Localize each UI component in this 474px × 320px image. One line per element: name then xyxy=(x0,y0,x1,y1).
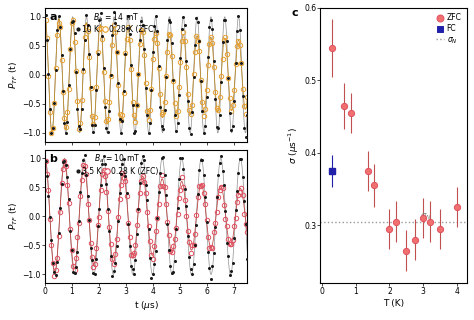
Text: b: b xyxy=(49,154,57,164)
Legend: 10 K, 0.28 K (ZFC): 10 K, 0.28 K (ZFC) xyxy=(75,11,157,35)
X-axis label: t ($\mu$s): t ($\mu$s) xyxy=(134,299,159,312)
Y-axis label: $\sigma$ ($\mu$s$^{-1}$): $\sigma$ ($\mu$s$^{-1}$) xyxy=(287,127,301,164)
Legend: 3.5 K, 0.28 K (ZFC): 3.5 K, 0.28 K (ZFC) xyxy=(75,152,160,176)
Y-axis label: $P_{TF}$ (t): $P_{TF}$ (t) xyxy=(7,61,19,89)
Legend: ZFC, FC, $\sigma_N$: ZFC, FC, $\sigma_N$ xyxy=(435,12,463,47)
Text: a: a xyxy=(49,12,56,22)
Text: $\sigma_N$: $\sigma_N$ xyxy=(420,211,431,222)
X-axis label: T (K): T (K) xyxy=(383,299,404,308)
Text: c: c xyxy=(291,8,298,18)
Y-axis label: $P_{TF}$ (t): $P_{TF}$ (t) xyxy=(7,203,19,230)
